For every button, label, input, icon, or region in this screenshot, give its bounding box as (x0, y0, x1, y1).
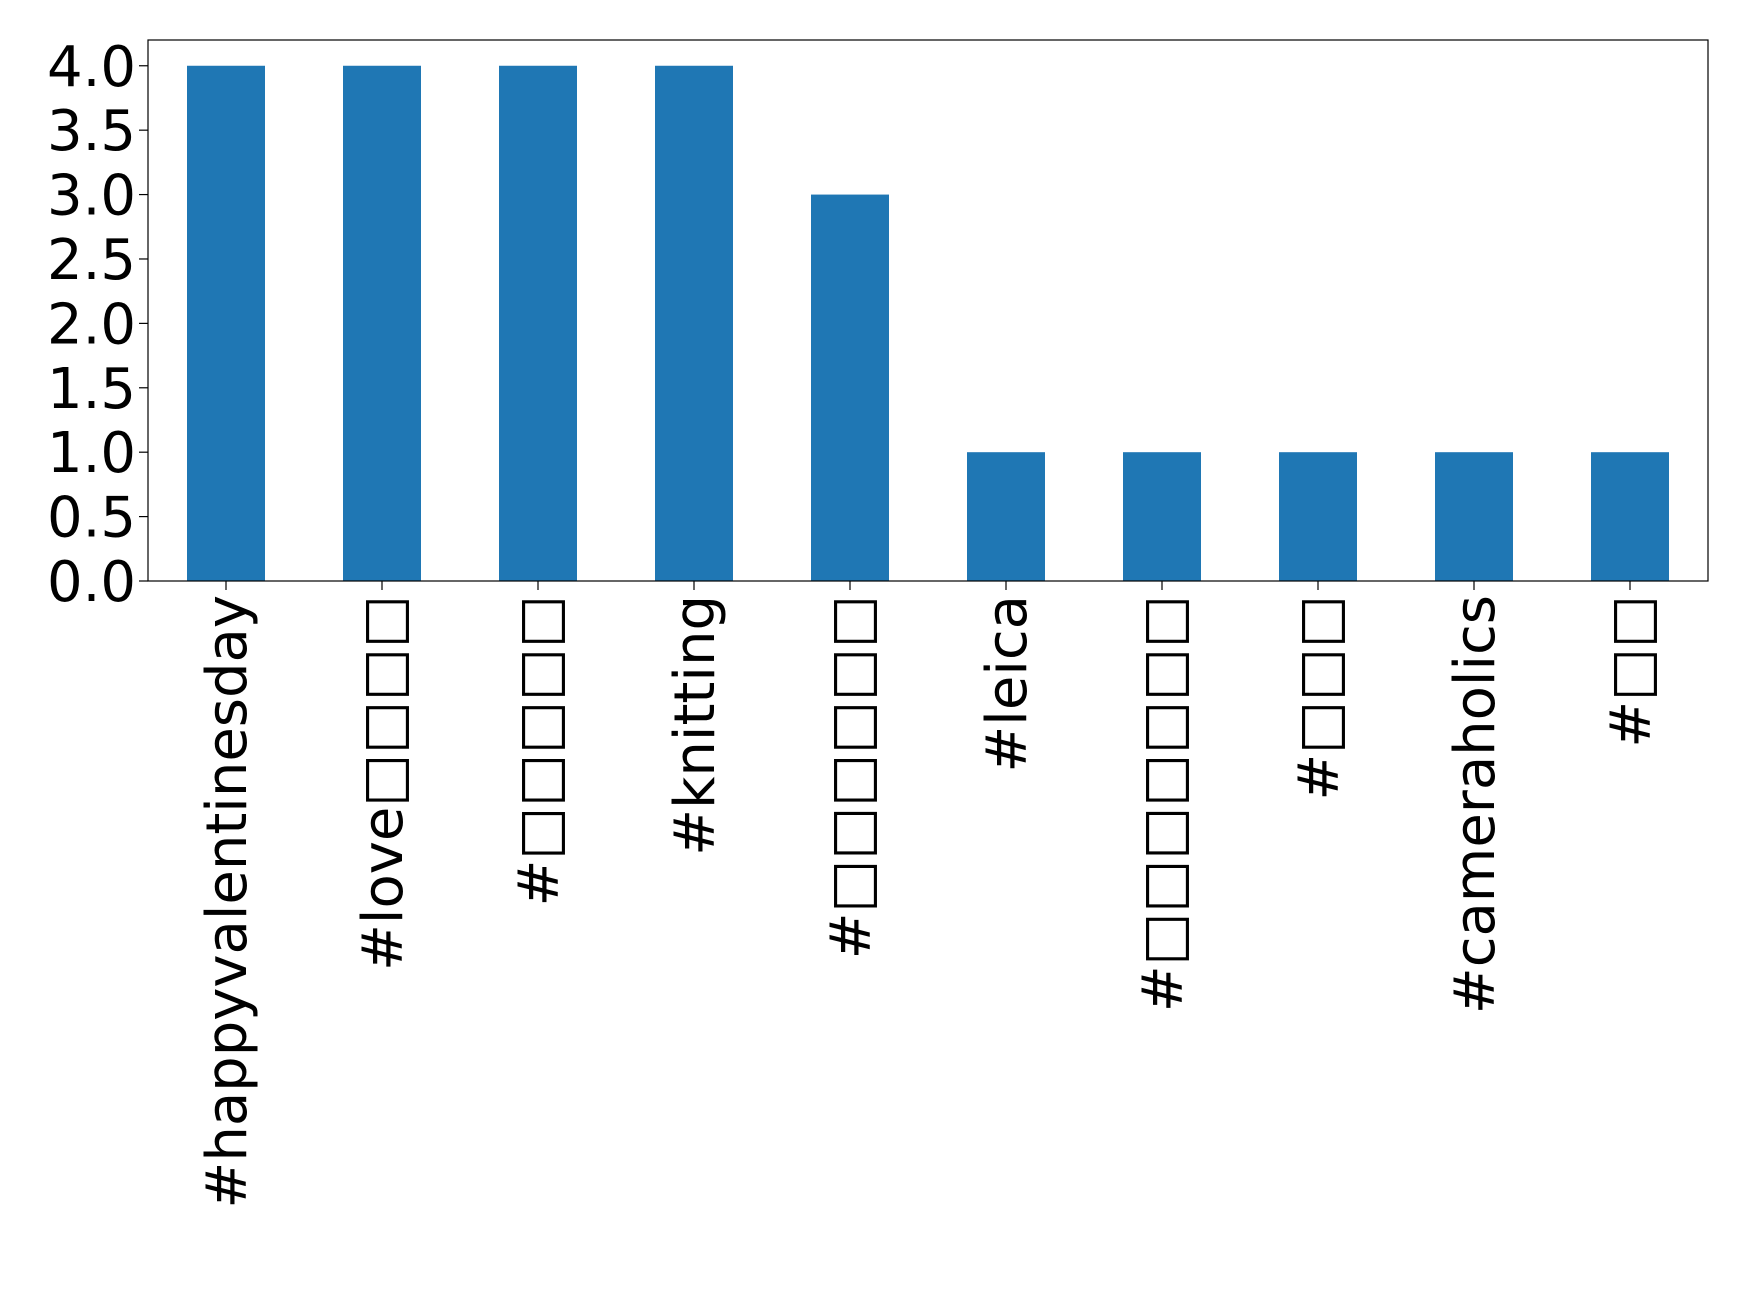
x-tick-label: #□□□□□□ (819, 595, 884, 959)
axes-frame (147, 39, 1709, 582)
bar (187, 65, 265, 581)
bar (655, 65, 733, 581)
x-tick-label: #love□□□□ (351, 595, 416, 971)
bar (1123, 452, 1201, 581)
x-tick-label: #knitting (663, 595, 728, 856)
y-tick-label: 3.5 (47, 99, 136, 164)
bar (967, 452, 1045, 581)
bar (343, 65, 421, 581)
y-tick-label: 1.0 (47, 421, 136, 486)
bar (499, 65, 577, 581)
y-tick-label: 1.5 (47, 357, 136, 422)
x-tick-label: #□□□□□□□ (1131, 595, 1196, 1012)
y-tick-label: 3.0 (47, 164, 136, 229)
y-tick-label: 0.0 (47, 550, 136, 615)
x-tick-label: #□□ (1599, 595, 1664, 748)
x-tick-label: #cameraholics (1443, 595, 1508, 1014)
y-tick-label: 0.5 (47, 486, 136, 551)
x-tick-label: #□□□ (1287, 595, 1352, 801)
y-tick-label: 2.0 (47, 292, 136, 357)
bar (1435, 452, 1513, 581)
y-tick-label: 4.0 (47, 35, 136, 100)
bar (1591, 452, 1669, 581)
x-tick-label: #happyvalentinesday (195, 595, 260, 1209)
x-tick-label: #leica (975, 595, 1040, 773)
bar (811, 194, 889, 582)
bar (1279, 452, 1357, 581)
y-tick-label: 2.5 (47, 228, 136, 293)
x-tick-label: #□□□□□ (507, 595, 572, 906)
